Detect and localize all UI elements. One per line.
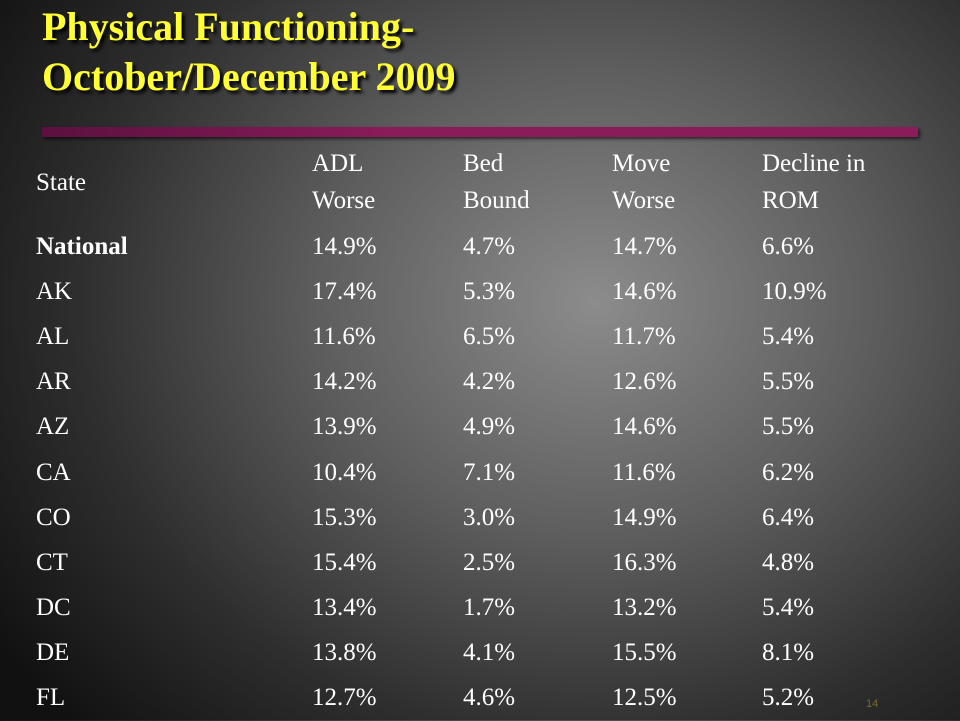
title-line-2: October/December 2009 <box>42 54 456 99</box>
table-row: AR 14.2% 4.2% 12.6% 5.5% <box>36 360 902 405</box>
row-bed-bound: 4.1% <box>463 639 516 667</box>
header-bed-bound: Bed Bound <box>463 150 530 214</box>
row-decline-in-rom: 5.2% <box>762 684 815 712</box>
physical-functioning-table: State ADL Worse Bed Bound Move Worse Declin… <box>36 140 902 721</box>
row-adl-worse: 11.6% <box>312 322 376 350</box>
row-move-worse: 14.9% <box>612 503 677 531</box>
table-row: CO 15.3% 3.0% 14.9% 6.4% <box>36 495 902 540</box>
row-decline-in-rom: 5.4% <box>762 322 815 350</box>
row-bed-bound: 7.1% <box>463 458 516 486</box>
row-adl-worse: 17.4% <box>312 277 377 305</box>
row-state: CT <box>36 548 68 576</box>
row-adl-worse: 15.3% <box>312 503 377 531</box>
row-state: FL <box>36 684 66 712</box>
row-move-worse: 16.3% <box>612 548 677 576</box>
row-state: AZ <box>36 413 70 441</box>
row-bed-bound: 4.7% <box>463 232 516 260</box>
table-row: FL 12.7% 4.6% 12.5% 5.2% <box>36 676 902 721</box>
row-move-worse: 14.7% <box>612 232 677 260</box>
row-adl-worse: 14.2% <box>312 368 377 396</box>
row-state: CA <box>36 458 71 486</box>
row-adl-worse: 12.7% <box>312 684 377 712</box>
row-move-worse: 11.7% <box>612 322 676 350</box>
row-move-worse: 15.5% <box>612 639 677 667</box>
row-decline-in-rom: 6.4% <box>762 503 815 531</box>
table-header-row: State ADL Worse Bed Bound Move Worse Declin… <box>36 140 902 224</box>
table-row: CT 15.4% 2.5% 16.3% 4.8% <box>36 540 902 585</box>
row-bed-bound: 3.0% <box>463 503 516 531</box>
row-adl-worse: 13.4% <box>312 594 377 622</box>
row-bed-bound: 6.5% <box>463 322 516 350</box>
row-decline-in-rom: 6.6% <box>762 232 815 260</box>
row-move-worse: 11.6% <box>612 458 676 486</box>
row-bed-bound: 4.2% <box>463 368 516 396</box>
row-bed-bound: 2.5% <box>463 548 516 576</box>
row-state: AR <box>36 368 71 396</box>
table-row: AL 11.6% 6.5% 11.7% 5.4% <box>36 314 902 359</box>
table-row: AK 17.4% 5.3% 14.6% 10.9% <box>36 269 902 314</box>
table-row: DE 13.8% 4.1% 15.5% 8.1% <box>36 631 902 676</box>
header-state: State <box>36 168 86 196</box>
table-row: AZ 13.9% 4.9% 14.6% 5.5% <box>36 405 902 450</box>
row-decline-in-rom: 5.4% <box>762 594 815 622</box>
row-adl-worse: 14.9% <box>312 232 377 260</box>
header-adl-worse: ADL Worse <box>312 150 376 214</box>
row-adl-worse: 13.9% <box>312 413 377 441</box>
row-state: AL <box>36 322 70 350</box>
row-decline-in-rom: 5.5% <box>762 368 815 396</box>
header-move-worse: Move Worse <box>612 150 676 214</box>
row-state: DC <box>36 594 71 622</box>
title-divider <box>42 127 918 137</box>
row-decline-in-rom: 4.8% <box>762 548 815 576</box>
row-state: CO <box>36 503 71 531</box>
table-row: DC 13.4% 1.7% 13.2% 5.4% <box>36 586 902 631</box>
table-row: CA 10.4% 7.1% 11.6% 6.2% <box>36 450 902 495</box>
row-adl-worse: 15.4% <box>312 548 377 576</box>
row-move-worse: 12.5% <box>612 684 677 712</box>
row-state: AK <box>36 277 73 305</box>
row-move-worse: 12.6% <box>612 368 677 396</box>
table-row: National 14.9% 4.7% 14.7% 6.6% <box>36 224 902 269</box>
row-decline-in-rom: 8.1% <box>762 639 815 667</box>
slide-title: Physical Functioning- October/December 2… <box>42 2 456 102</box>
row-state: DE <box>36 639 70 667</box>
row-move-worse: 14.6% <box>612 277 677 305</box>
row-decline-in-rom: 10.9% <box>762 277 827 305</box>
row-adl-worse: 10.4% <box>312 458 377 486</box>
row-move-worse: 13.2% <box>612 594 677 622</box>
row-bed-bound: 5.3% <box>463 277 516 305</box>
slide-number: 14 <box>866 698 879 710</box>
row-state: National <box>36 232 128 260</box>
row-adl-worse: 13.8% <box>312 639 377 667</box>
row-move-worse: 14.6% <box>612 413 677 441</box>
row-bed-bound: 4.6% <box>463 684 516 712</box>
row-bed-bound: 4.9% <box>463 413 516 441</box>
title-line-1: Physical Functioning- <box>42 4 415 49</box>
row-decline-in-rom: 5.5% <box>762 413 815 441</box>
row-bed-bound: 1.7% <box>463 594 516 622</box>
header-decline-in-rom: Decline in ROM <box>762 150 866 214</box>
row-decline-in-rom: 6.2% <box>762 458 815 486</box>
